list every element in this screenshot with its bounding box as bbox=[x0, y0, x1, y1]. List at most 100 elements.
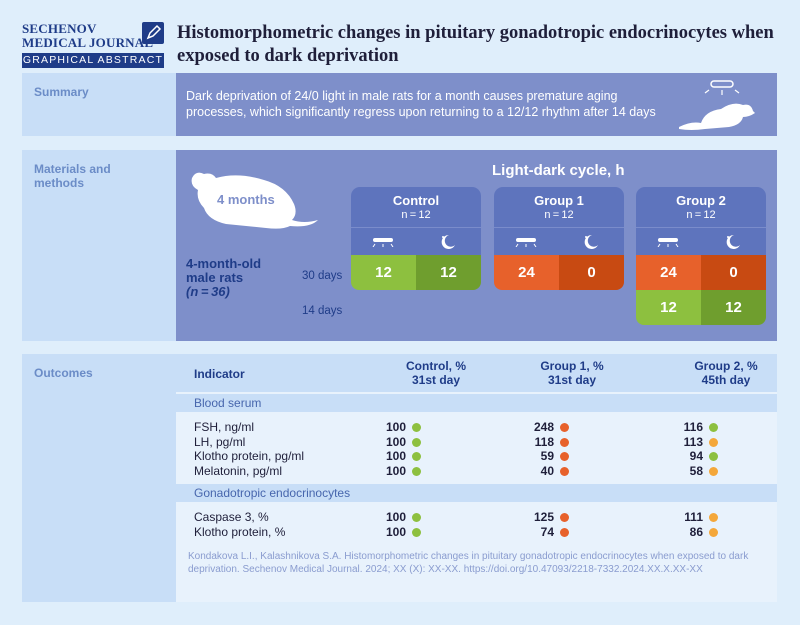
group1-header-line-2: 31st day bbox=[547, 373, 597, 387]
value-g1: 59 bbox=[540, 449, 554, 463]
status-dot bbox=[560, 437, 569, 447]
group-name: Group 1 bbox=[534, 193, 584, 208]
table-row: Caspase 3, % 100 125 111 bbox=[176, 510, 777, 524]
row-14-days: 12 12 bbox=[636, 290, 766, 325]
value-g2: 116 bbox=[683, 420, 703, 434]
control-header-line-2: 31st day bbox=[411, 373, 461, 387]
logo-line-2: MEDICAL JOURNAL bbox=[22, 35, 154, 50]
group2-header-line-2: 45th day bbox=[701, 373, 751, 387]
status-dot bbox=[560, 513, 569, 522]
dark-hours-cell: 0 bbox=[559, 255, 624, 290]
section-band: Blood serum bbox=[176, 394, 777, 412]
status-dot bbox=[709, 513, 718, 522]
moon-icon bbox=[584, 234, 598, 249]
group2-header: Group 2, % 45th day bbox=[666, 359, 786, 387]
status-dot bbox=[560, 466, 569, 476]
group-header: Group 2 n = 12 bbox=[636, 187, 766, 227]
journal-logo: SECHENOV MEDICAL JOURNAL GRAPHICAL ABSTR… bbox=[22, 22, 164, 68]
indicator-label: Caspase 3, % bbox=[194, 510, 269, 524]
value-c: 100 bbox=[385, 524, 406, 539]
days-30-label: 30 days bbox=[302, 270, 343, 282]
rat-icon bbox=[191, 172, 318, 229]
value-c: 100 bbox=[385, 510, 406, 524]
logo-band: GRAPHICAL ABSTRACT bbox=[22, 53, 164, 68]
value-g2: 58 bbox=[689, 463, 703, 478]
status-dot bbox=[412, 513, 421, 522]
status-dot bbox=[412, 452, 421, 461]
group1-header: Group 1, % 31st day bbox=[512, 359, 632, 387]
value-g1: 118 bbox=[534, 434, 554, 449]
status-dot bbox=[709, 527, 718, 537]
value-g2: 94 bbox=[689, 449, 703, 463]
value-c: 100 bbox=[385, 434, 406, 449]
control-header-line-1: Control, % bbox=[406, 359, 466, 373]
group-icons bbox=[494, 227, 624, 255]
status-dot bbox=[709, 423, 718, 432]
group-control: Control n = 12 12 12 bbox=[351, 187, 481, 290]
indicator-label: LH, pg/ml bbox=[194, 434, 246, 449]
male-rats-label: 4-month-old male rats (n = 36) bbox=[186, 257, 261, 299]
table-row: FSH, ng/ml 100 248 116 bbox=[176, 420, 777, 434]
value-c: 100 bbox=[385, 463, 406, 478]
group-n: n = 12 bbox=[686, 209, 716, 221]
row-30-days: 24 0 bbox=[636, 255, 766, 290]
dark-hours-cell: 12 bbox=[701, 290, 766, 325]
methods-panel: 4 months 4-month-old male rats (n = 36) … bbox=[176, 150, 777, 341]
male-rats-line-3: (n = 36) bbox=[186, 284, 230, 299]
value-g1: 74 bbox=[540, 524, 554, 539]
table-row: LH, pg/ml 100 118 113 bbox=[176, 435, 777, 449]
page-title: Histomorphometric changes in pituitary g… bbox=[177, 23, 774, 66]
group-name: Group 2 bbox=[676, 193, 726, 208]
section-name: Blood serum bbox=[194, 396, 262, 410]
male-rats-line-2: male rats bbox=[186, 270, 244, 285]
light-hours-cell: 12 bbox=[636, 290, 701, 325]
indicator-label: Klotho protein, pg/ml bbox=[194, 449, 305, 463]
value-g2: 113 bbox=[683, 434, 703, 449]
indicator-label: FSH, ng/ml bbox=[194, 420, 255, 434]
rat-age-label: 4 months bbox=[217, 192, 275, 207]
dark-hours-cell: 12 bbox=[416, 255, 481, 290]
section-band: Gonadotropic endocrinocytes bbox=[176, 484, 777, 502]
table-row: Klotho protein, pg/ml 100 59 94 bbox=[176, 449, 777, 463]
table-row: Klotho protein, % 100 74 86 bbox=[176, 525, 777, 539]
moon-icon bbox=[726, 234, 740, 249]
summary-text: Dark deprivation of 24/0 light in male r… bbox=[186, 89, 656, 119]
lamp-icon bbox=[515, 238, 537, 247]
group-1: Group 1 n = 12 24 0 bbox=[494, 187, 624, 290]
lamp-icon bbox=[657, 238, 679, 247]
group1-header-line-1: Group 1, % bbox=[540, 359, 604, 373]
group-n: n = 12 bbox=[544, 209, 574, 221]
status-dot bbox=[560, 423, 569, 432]
table-row: Melatonin, pg/ml 100 40 58 bbox=[176, 464, 777, 478]
value-g2: 86 bbox=[689, 524, 703, 539]
pen-icon bbox=[142, 22, 164, 44]
group-header: Group 1 n = 12 bbox=[494, 187, 624, 227]
indicator-label: Klotho protein, % bbox=[194, 524, 286, 539]
days-14-label: 14 days bbox=[302, 305, 343, 317]
outcomes-panel: Indicator Control, % 31st day Group 1, %… bbox=[176, 354, 777, 602]
group-header: Control n = 12 bbox=[351, 187, 481, 227]
group-icons bbox=[351, 227, 481, 255]
male-rats-line-1: 4-month-old bbox=[186, 256, 262, 271]
group-n: n = 12 bbox=[401, 209, 431, 221]
cycle-title: Light-dark cycle, h bbox=[492, 162, 625, 179]
outcomes-table-header: Indicator Control, % 31st day Group 1, %… bbox=[176, 354, 777, 392]
group2-header-line-1: Group 2, % bbox=[694, 359, 758, 373]
summary-label: Summary bbox=[22, 73, 176, 136]
row-30-days: 24 0 bbox=[494, 255, 624, 290]
outcomes-label: Outcomes bbox=[22, 354, 176, 602]
status-dot bbox=[709, 437, 718, 447]
row-30-days: 12 12 bbox=[351, 255, 481, 290]
status-dot bbox=[412, 466, 421, 476]
value-c: 100 bbox=[385, 449, 406, 463]
section-name: Gonadotropic endocrinocytes bbox=[194, 486, 351, 500]
status-dot bbox=[560, 452, 569, 461]
group-2: Group 2 n = 12 24 0 12 12 bbox=[636, 187, 766, 325]
value-g1: 248 bbox=[533, 420, 554, 434]
group-name: Control bbox=[392, 193, 440, 208]
light-hours-cell: 24 bbox=[494, 255, 559, 290]
value-g1: 125 bbox=[533, 510, 554, 524]
status-dot bbox=[709, 452, 718, 461]
light-hours-cell: 24 bbox=[636, 255, 701, 290]
moon-icon bbox=[441, 234, 455, 249]
